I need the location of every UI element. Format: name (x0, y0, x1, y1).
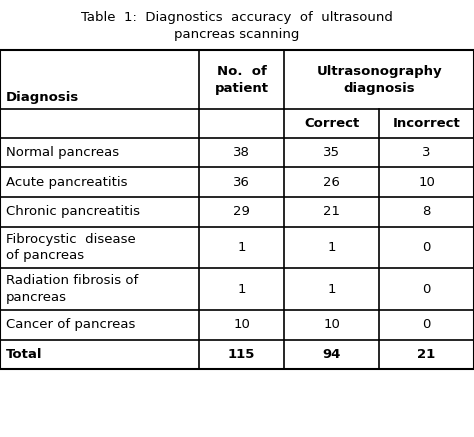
Text: 36: 36 (233, 176, 250, 189)
Text: Table  1:  Diagnostics  accuracy  of  ultrasound
pancreas scanning: Table 1: Diagnostics accuracy of ultraso… (81, 11, 393, 41)
Text: Fibrocystic  disease
of pancreas: Fibrocystic disease of pancreas (6, 233, 136, 262)
Text: No.  of
patient: No. of patient (215, 65, 269, 94)
Text: 1: 1 (237, 283, 246, 295)
Text: 10: 10 (233, 318, 250, 331)
Text: 26: 26 (323, 176, 340, 189)
Text: 0: 0 (422, 283, 431, 295)
Text: Incorrect: Incorrect (393, 117, 460, 130)
Text: 94: 94 (323, 348, 341, 361)
Text: 0: 0 (422, 241, 431, 254)
Bar (0, 50, 474, 369)
Text: Diagnosis: Diagnosis (6, 91, 79, 104)
Text: 1: 1 (237, 241, 246, 254)
Text: Chronic pancreatitis: Chronic pancreatitis (6, 205, 140, 218)
Text: 115: 115 (228, 348, 255, 361)
Text: 29: 29 (233, 205, 250, 218)
Text: Ultrasonography
diagnosis: Ultrasonography diagnosis (316, 65, 442, 94)
Text: 0: 0 (422, 318, 431, 331)
Text: 1: 1 (328, 241, 336, 254)
Text: Total: Total (6, 348, 42, 361)
Text: Normal pancreas: Normal pancreas (6, 146, 119, 159)
Text: 35: 35 (323, 146, 340, 159)
Text: 1: 1 (328, 283, 336, 295)
Text: 8: 8 (422, 205, 431, 218)
Text: 21: 21 (418, 348, 436, 361)
Text: Correct: Correct (304, 117, 359, 130)
Text: Cancer of pancreas: Cancer of pancreas (6, 318, 135, 331)
Text: 10: 10 (323, 318, 340, 331)
Text: 38: 38 (233, 146, 250, 159)
Text: 21: 21 (323, 205, 340, 218)
Text: 3: 3 (422, 146, 431, 159)
Text: Radiation fibrosis of
pancreas: Radiation fibrosis of pancreas (6, 274, 138, 304)
Text: Acute pancreatitis: Acute pancreatitis (6, 176, 127, 189)
Text: 10: 10 (418, 176, 435, 189)
